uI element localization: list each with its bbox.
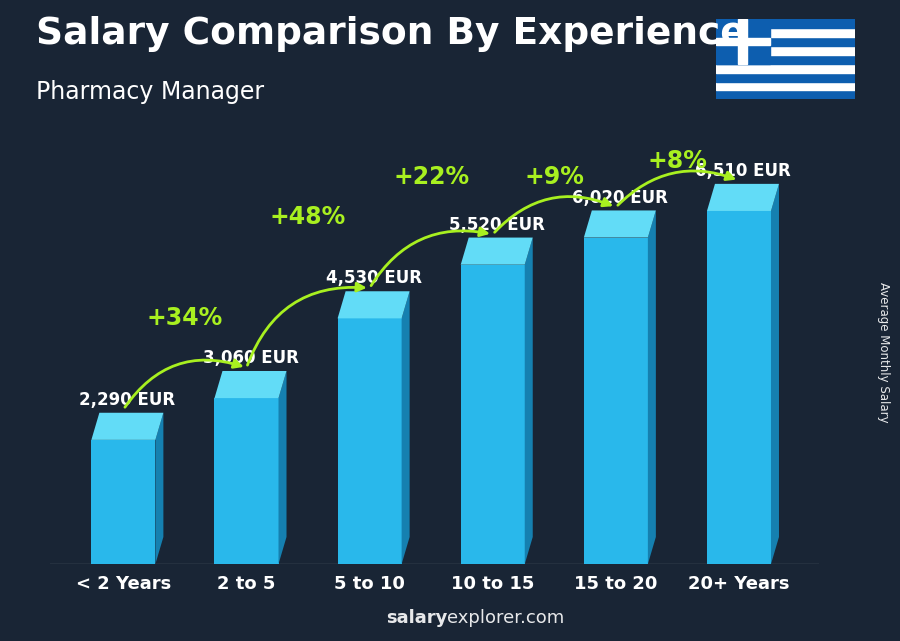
- Polygon shape: [214, 371, 286, 398]
- Polygon shape: [584, 210, 656, 238]
- Text: +34%: +34%: [147, 306, 223, 330]
- Bar: [716, 72, 855, 81]
- Text: explorer.com: explorer.com: [447, 609, 564, 627]
- Bar: [338, 319, 401, 564]
- Text: 4,530 EUR: 4,530 EUR: [326, 269, 421, 287]
- Bar: [461, 265, 525, 564]
- Bar: [716, 90, 855, 99]
- Bar: [214, 398, 278, 564]
- Text: 3,060 EUR: 3,060 EUR: [202, 349, 299, 367]
- Bar: [716, 55, 855, 63]
- Bar: [584, 238, 648, 564]
- Text: Salary Comparison By Experience: Salary Comparison By Experience: [36, 16, 746, 52]
- Bar: [716, 38, 770, 46]
- Polygon shape: [771, 184, 779, 564]
- Bar: [707, 211, 771, 564]
- Text: Average Monthly Salary: Average Monthly Salary: [878, 282, 890, 423]
- Polygon shape: [278, 371, 286, 564]
- Text: Pharmacy Manager: Pharmacy Manager: [36, 80, 264, 104]
- Text: 6,510 EUR: 6,510 EUR: [695, 162, 791, 180]
- Text: 2,290 EUR: 2,290 EUR: [79, 391, 176, 409]
- Text: 5,520 EUR: 5,520 EUR: [449, 216, 544, 234]
- Polygon shape: [92, 413, 164, 440]
- Text: 6,020 EUR: 6,020 EUR: [572, 188, 668, 206]
- Polygon shape: [648, 210, 656, 564]
- Text: salary: salary: [386, 609, 447, 627]
- Text: +48%: +48%: [270, 205, 346, 229]
- Bar: [716, 28, 855, 37]
- Bar: [716, 19, 855, 28]
- Text: +9%: +9%: [525, 165, 584, 188]
- Bar: [92, 440, 156, 564]
- Bar: [716, 19, 770, 63]
- Polygon shape: [707, 184, 779, 211]
- Bar: [716, 46, 855, 55]
- Polygon shape: [156, 413, 164, 564]
- Polygon shape: [461, 238, 533, 265]
- Bar: [716, 81, 855, 90]
- Bar: [716, 63, 855, 72]
- Bar: [738, 19, 747, 63]
- Bar: [716, 37, 855, 46]
- Polygon shape: [338, 291, 410, 319]
- Polygon shape: [401, 291, 410, 564]
- Polygon shape: [525, 238, 533, 564]
- Text: +8%: +8%: [647, 149, 707, 173]
- Text: +22%: +22%: [393, 165, 469, 188]
